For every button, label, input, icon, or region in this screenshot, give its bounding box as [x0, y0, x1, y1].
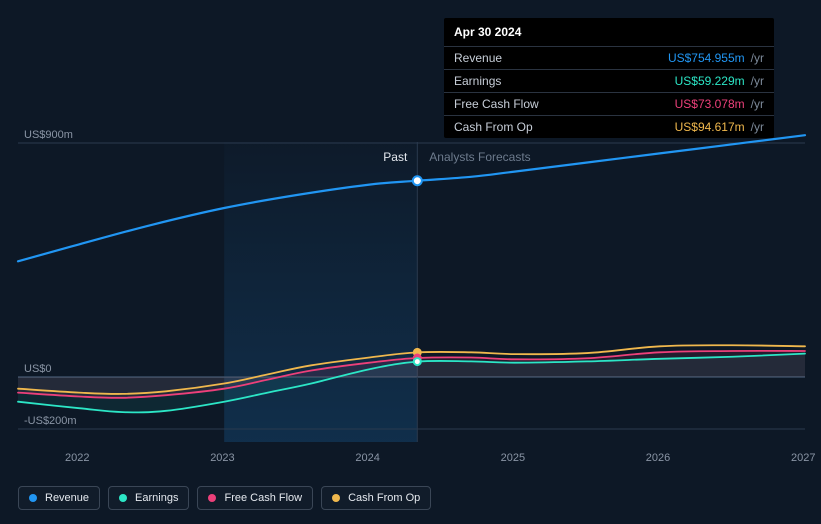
financial-forecast-chart: Apr 30 2024 RevenueUS$754.955m/yrEarning…: [0, 0, 821, 524]
tooltip-row: Revenue US$754.955m/yr: [444, 46, 774, 69]
tooltip-metric-label: Earnings: [454, 74, 669, 88]
legend-dot: [29, 494, 37, 502]
tooltip-row: Cash From Op US$94.617m/yr: [444, 115, 774, 138]
y-axis-label: US$900m: [24, 129, 73, 141]
legend-label: Revenue: [45, 492, 89, 504]
legend-item-free-cash-flow[interactable]: Free Cash Flow: [197, 486, 313, 510]
tooltip-date: Apr 30 2024: [444, 18, 774, 46]
legend-dot: [119, 494, 127, 502]
tooltip-metric-label: Cash From Op: [454, 120, 669, 134]
legend-label: Earnings: [135, 492, 178, 504]
tooltip-row: Free Cash Flow US$73.078m/yr: [444, 92, 774, 115]
x-axis-label: 2024: [355, 452, 379, 464]
x-axis-label: 2026: [646, 452, 670, 464]
chart-tooltip: Apr 30 2024 RevenueUS$754.955m/yrEarning…: [444, 18, 774, 138]
tooltip-metric-suffix: /yr: [751, 51, 764, 65]
legend-label: Free Cash Flow: [224, 492, 302, 504]
chart-legend: Revenue Earnings Free Cash Flow Cash From O…: [18, 486, 431, 510]
legend-item-cash-from-op[interactable]: Cash From Op: [321, 486, 431, 510]
x-axis-label: 2022: [65, 452, 89, 464]
tooltip-metric-suffix: /yr: [751, 97, 764, 111]
legend-item-revenue[interactable]: Revenue: [18, 486, 100, 510]
tooltip-metric-suffix: /yr: [751, 74, 764, 88]
past-section-label: Past: [383, 150, 407, 164]
y-axis-label: -US$200m: [24, 415, 77, 427]
legend-item-earnings[interactable]: Earnings: [108, 486, 189, 510]
legend-dot: [332, 494, 340, 502]
legend-dot: [208, 494, 216, 502]
legend-label: Cash From Op: [348, 492, 420, 504]
x-axis-label: 2027: [791, 452, 815, 464]
tooltip-metric-value: US$73.078m: [675, 97, 745, 111]
x-axis-label: 2025: [501, 452, 525, 464]
tooltip-row: Earnings US$59.229m/yr: [444, 69, 774, 92]
y-axis-label: US$0: [24, 363, 52, 375]
x-axis-label: 2023: [210, 452, 234, 464]
tooltip-metric-suffix: /yr: [751, 120, 764, 134]
forecast-section-label: Analysts Forecasts: [429, 150, 530, 164]
tooltip-metric-value: US$754.955m: [668, 51, 745, 65]
tooltip-metric-value: US$59.229m: [675, 74, 745, 88]
tooltip-metric-value: US$94.617m: [675, 120, 745, 134]
tooltip-metric-label: Free Cash Flow: [454, 97, 669, 111]
tooltip-metric-label: Revenue: [454, 51, 662, 65]
